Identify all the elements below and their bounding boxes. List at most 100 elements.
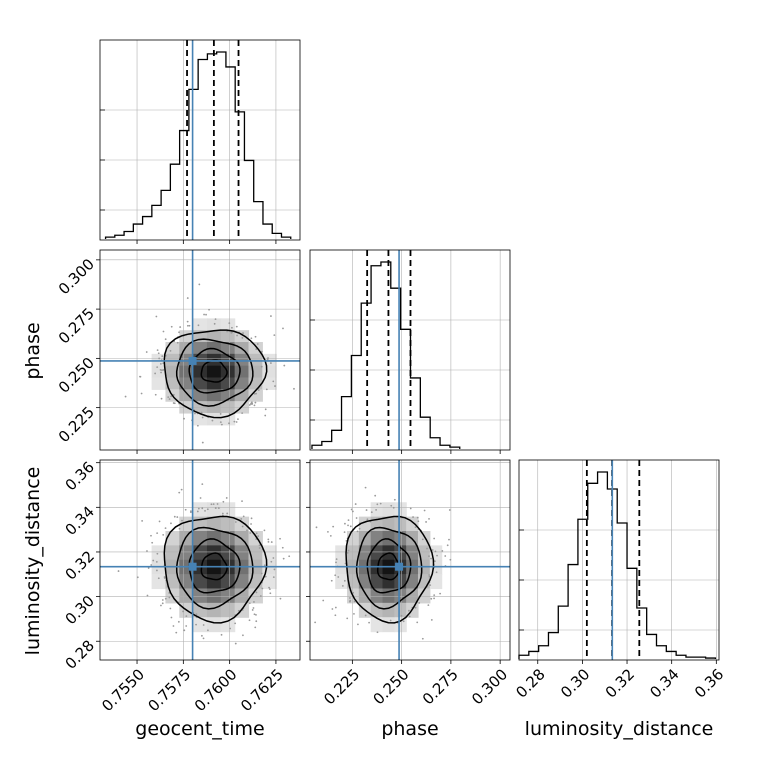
scatter-point-geocent_time-vs-luminosity_distance — [178, 527, 181, 530]
density-cell-geocent_time-vs-phase — [248, 365, 263, 379]
density-cell-geocent_time-vs-phase — [193, 342, 208, 355]
scatter-point-geocent_time-vs-luminosity_distance — [253, 601, 255, 603]
density-cell-geocent_time-vs-phase — [206, 377, 222, 390]
scatter-point-geocent_time-vs-phase — [201, 416, 204, 419]
density-cell-geocent_time-vs-luminosity_distance — [206, 602, 222, 618]
scatter-point-geocent_time-vs-luminosity_distance — [212, 503, 215, 506]
scatter-point-geocent_time-vs-phase — [172, 402, 175, 404]
density-cell-geocent_time-vs-luminosity_distance — [179, 588, 194, 604]
density-cell-geocent_time-vs-luminosity_distance — [220, 588, 236, 604]
scatter-point-geocent_time-vs-phase — [242, 332, 244, 334]
scatter-point-phase-vs-luminosity_distance — [350, 508, 353, 511]
scatter-point-geocent_time-vs-luminosity_distance — [161, 599, 164, 601]
scatter-point-phase-vs-luminosity_distance — [448, 509, 451, 511]
scatter-point-geocent_time-vs-luminosity_distance — [240, 518, 243, 520]
scatter-point-geocent_time-vs-phase — [241, 412, 244, 415]
scatter-point-geocent_time-vs-luminosity_distance — [267, 540, 270, 543]
density-cell-phase-vs-luminosity_distance — [394, 502, 407, 518]
scatter-point-phase-vs-luminosity_distance — [412, 516, 414, 518]
scatter-point-geocent_time-vs-luminosity_distance — [259, 595, 262, 597]
scatter-point-geocent_time-vs-luminosity_distance — [158, 520, 161, 523]
scatter-point-geocent_time-vs-luminosity_distance — [241, 525, 244, 528]
panel-frame-phase-vs-luminosity_distance — [309, 459, 511, 661]
density-cell-phase-vs-luminosity_distance — [382, 502, 395, 518]
scatter-point-geocent_time-vs-phase — [203, 313, 205, 316]
density-cell-phase-vs-luminosity_distance — [382, 602, 395, 618]
density-cell-phase-vs-luminosity_distance — [394, 602, 407, 618]
scatter-point-geocent_time-vs-luminosity_distance — [185, 625, 188, 627]
scatter-point-geocent_time-vs-phase — [208, 308, 210, 311]
scatter-point-geocent_time-vs-luminosity_distance — [156, 532, 159, 535]
density-cell-geocent_time-vs-phase — [248, 353, 263, 367]
scatter-point-geocent_time-vs-phase — [158, 357, 161, 360]
scatter-point-phase-vs-luminosity_distance — [352, 591, 355, 594]
scatter-point-phase-vs-luminosity_distance — [314, 621, 317, 624]
scatter-point-geocent_time-vs-phase — [178, 331, 180, 334]
scatter-point-geocent_time-vs-luminosity_distance — [255, 532, 258, 535]
scatter-point-phase-vs-luminosity_distance — [393, 498, 396, 501]
scatter-point-geocent_time-vs-luminosity_distance — [234, 622, 237, 625]
scatter-point-geocent_time-vs-luminosity_distance — [255, 613, 257, 616]
scatter-point-geocent_time-vs-phase — [250, 337, 253, 340]
scatter-point-phase-vs-luminosity_distance — [353, 600, 356, 603]
scatter-point-geocent_time-vs-luminosity_distance — [150, 534, 152, 537]
density-cell-geocent_time-vs-luminosity_distance — [234, 545, 250, 561]
scatter-point-phase-vs-luminosity_distance — [376, 631, 379, 634]
scatter-point-phase-vs-luminosity_distance — [341, 585, 344, 587]
x-tick-label-geocent_time: 0.7600 — [191, 665, 241, 715]
scatter-point-phase-vs-luminosity_distance — [436, 554, 438, 557]
scatter-point-geocent_time-vs-phase — [267, 357, 269, 359]
scatter-point-phase-vs-luminosity_distance — [433, 560, 436, 563]
scatter-point-geocent_time-vs-phase — [237, 418, 239, 420]
scatter-point-geocent_time-vs-phase — [139, 375, 141, 378]
scatter-point-geocent_time-vs-phase — [254, 335, 257, 338]
scatter-point-geocent_time-vs-luminosity_distance — [279, 537, 281, 540]
scatter-point-geocent_time-vs-luminosity_distance — [268, 588, 271, 591]
density-cell-geocent_time-vs-luminosity_distance — [193, 617, 208, 633]
scatter-point-phase-vs-luminosity_distance — [343, 579, 346, 582]
scatter-point-geocent_time-vs-luminosity_distance — [164, 597, 167, 600]
scatter-point-geocent_time-vs-phase — [156, 349, 159, 352]
panel-frame-geocent_time-vs-luminosity_distance — [99, 459, 301, 661]
y-axis-label-luminosity-distance: luminosity_distance — [22, 467, 44, 656]
scatter-point-phase-vs-luminosity_distance — [374, 494, 377, 497]
scatter-point-phase-vs-luminosity_distance — [358, 527, 361, 530]
density-cell-geocent_time-vs-phase — [179, 342, 194, 355]
density-cell-geocent_time-vs-phase — [220, 318, 236, 331]
scatter-point-geocent_time-vs-luminosity_distance — [160, 604, 162, 607]
scatter-point-geocent_time-vs-luminosity_distance — [170, 522, 172, 525]
scatter-layer — [117, 283, 452, 645]
scatter-point-geocent_time-vs-luminosity_distance — [157, 577, 160, 580]
panel-frame-luminosity_distance — [518, 459, 720, 661]
scatter-point-geocent_time-vs-luminosity_distance — [263, 564, 266, 567]
y-tick-label-luminosity_distance: 0.28 — [62, 637, 98, 673]
truth-marker-geocent_time-vs-luminosity_distance — [188, 562, 197, 571]
scatter-point-geocent_time-vs-luminosity_distance — [173, 515, 176, 518]
scatter-point-geocent_time-vs-luminosity_distance — [267, 538, 270, 541]
scatter-point-geocent_time-vs-luminosity_distance — [200, 634, 203, 637]
density-cell-geocent_time-vs-phase — [234, 389, 250, 402]
grid-layer — [100, 40, 719, 660]
density-cell-geocent_time-vs-luminosity_distance — [234, 588, 250, 604]
scatter-point-geocent_time-vs-luminosity_distance — [220, 633, 223, 636]
scatter-point-geocent_time-vs-phase — [164, 338, 167, 341]
scatter-point-geocent_time-vs-luminosity_distance — [248, 602, 251, 605]
scatter-point-geocent_time-vs-luminosity_distance — [281, 546, 284, 549]
scatter-point-geocent_time-vs-luminosity_distance — [263, 529, 266, 532]
scatter-point-geocent_time-vs-luminosity_distance — [170, 616, 173, 619]
scatter-point-phase-vs-luminosity_distance — [344, 522, 346, 525]
truth-marker-geocent_time-vs-phase — [188, 356, 197, 365]
scatter-point-geocent_time-vs-luminosity_distance — [155, 560, 158, 563]
density-cell-geocent_time-vs-luminosity_distance — [165, 545, 180, 561]
scatter-point-phase-vs-luminosity_distance — [417, 520, 420, 523]
density-cell-phase-vs-luminosity_distance — [406, 588, 419, 604]
density-cell-phase-vs-luminosity_distance — [417, 588, 431, 604]
scatter-point-geocent_time-vs-luminosity_distance — [234, 521, 237, 523]
density-cell-phase-vs-luminosity_distance — [370, 531, 384, 546]
density-cell-phase-vs-luminosity_distance — [358, 531, 372, 546]
scatter-point-geocent_time-vs-phase — [211, 419, 214, 422]
scatter-point-geocent_time-vs-luminosity_distance — [202, 637, 205, 640]
density-cell-geocent_time-vs-luminosity_distance — [248, 545, 263, 561]
scatter-point-geocent_time-vs-phase — [213, 322, 216, 325]
scatter-point-geocent_time-vs-luminosity_distance — [270, 541, 273, 543]
